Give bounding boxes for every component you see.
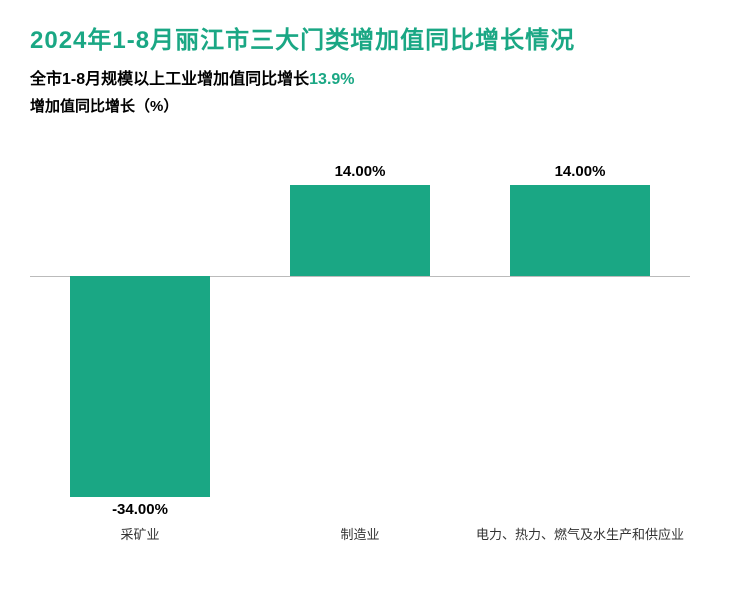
bar-1 — [290, 185, 430, 276]
category-label-1: 制造业 — [250, 524, 470, 543]
bar-value-label-0: -34.00% — [65, 501, 215, 518]
chart-subtitle: 全市1-8月规模以上工业增加值同比增长13.9% — [30, 65, 702, 89]
bar-0 — [70, 276, 210, 497]
subtitle-highlight: 13.9% — [309, 71, 354, 88]
chart-title: 2024年1-8月丽江市三大门类增加值同比增长情况 — [30, 20, 702, 55]
category-label-2: 电力、热力、燃气及水生产和供应业 — [470, 524, 690, 543]
y-axis-label: 增加值同比增长（%） — [30, 95, 702, 116]
subtitle-prefix: 全市1-8月规模以上工业增加值同比增长 — [30, 71, 309, 88]
bar-value-label-1: 14.00% — [285, 163, 435, 180]
bar-value-label-2: 14.00% — [505, 163, 655, 180]
chart-container: 2024年1-8月丽江市三大门类增加值同比增长情况 全市1-8月规模以上工业增加… — [0, 0, 732, 598]
chart-plot-area: -34.00% 采矿业 14.00% 制造业 14.00% 电力、热力、燃气及水生产和供应… — [30, 126, 690, 546]
category-label-0: 采矿业 — [30, 524, 250, 543]
bar-2 — [510, 185, 650, 276]
